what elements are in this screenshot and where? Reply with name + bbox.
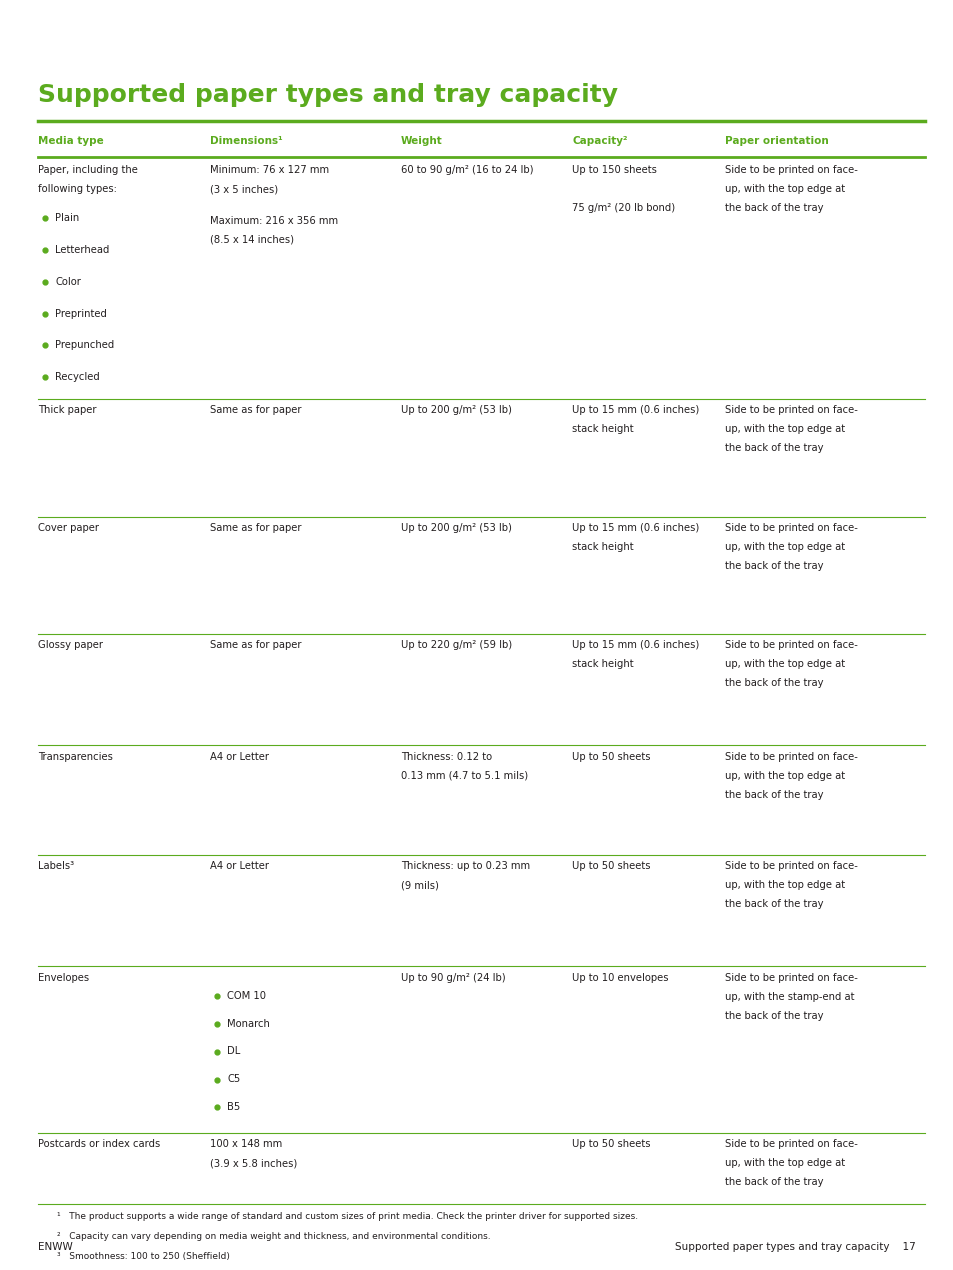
Text: Up to 220 g/m² (59 lb): Up to 220 g/m² (59 lb): [400, 640, 511, 650]
Text: Up to 15 mm (0.6 inches): Up to 15 mm (0.6 inches): [572, 523, 699, 533]
Text: Up to 200 g/m² (53 lb): Up to 200 g/m² (53 lb): [400, 523, 511, 533]
Text: Dimensions¹: Dimensions¹: [210, 136, 282, 146]
Text: up, with the top edge at: up, with the top edge at: [724, 184, 844, 194]
Text: Up to 15 mm (0.6 inches): Up to 15 mm (0.6 inches): [572, 405, 699, 415]
Text: (3 x 5 inches): (3 x 5 inches): [210, 184, 277, 194]
Text: the back of the tray: the back of the tray: [724, 1011, 822, 1021]
Text: Labels³: Labels³: [38, 861, 74, 871]
Text: C5: C5: [227, 1074, 240, 1085]
Text: Side to be printed on face-: Side to be printed on face-: [724, 752, 857, 762]
Text: A4 or Letter: A4 or Letter: [210, 752, 269, 762]
Text: ¹   The product supports a wide range of standard and custom sizes of print medi: ¹ The product supports a wide range of s…: [57, 1212, 638, 1220]
Text: Up to 90 g/m² (24 lb): Up to 90 g/m² (24 lb): [400, 973, 505, 983]
Text: stack height: stack height: [572, 424, 634, 434]
Text: following types:: following types:: [38, 184, 117, 194]
Text: Thick paper: Thick paper: [38, 405, 96, 415]
Text: Side to be printed on face-: Side to be printed on face-: [724, 973, 857, 983]
Text: stack height: stack height: [572, 659, 634, 669]
Text: Prepunched: Prepunched: [55, 340, 114, 351]
Text: Up to 10 envelopes: Up to 10 envelopes: [572, 973, 668, 983]
Text: Envelopes: Envelopes: [38, 973, 90, 983]
Text: COM 10: COM 10: [227, 991, 266, 1001]
Text: Letterhead: Letterhead: [55, 245, 110, 255]
Text: the back of the tray: the back of the tray: [724, 203, 822, 213]
Text: Side to be printed on face-: Side to be printed on face-: [724, 405, 857, 415]
Text: up, with the top edge at: up, with the top edge at: [724, 771, 844, 781]
Text: the back of the tray: the back of the tray: [724, 1177, 822, 1187]
Text: Minimum: 76 x 127 mm: Minimum: 76 x 127 mm: [210, 165, 329, 175]
Text: B5: B5: [227, 1102, 240, 1113]
Text: Up to 50 sheets: Up to 50 sheets: [572, 861, 650, 871]
Text: 60 to 90 g/m² (16 to 24 lb): 60 to 90 g/m² (16 to 24 lb): [400, 165, 533, 175]
Text: the back of the tray: the back of the tray: [724, 678, 822, 688]
Text: Supported paper types and tray capacity    17: Supported paper types and tray capacity …: [675, 1242, 915, 1252]
Text: up, with the top edge at: up, with the top edge at: [724, 659, 844, 669]
Text: up, with the top edge at: up, with the top edge at: [724, 542, 844, 552]
Text: 75 g/m² (20 lb bond): 75 g/m² (20 lb bond): [572, 203, 675, 213]
Text: ENWW: ENWW: [38, 1242, 72, 1252]
Text: Maximum: 216 x 356 mm: Maximum: 216 x 356 mm: [210, 216, 337, 226]
Text: Thickness: up to 0.23 mm: Thickness: up to 0.23 mm: [400, 861, 529, 871]
Text: Up to 200 g/m² (53 lb): Up to 200 g/m² (53 lb): [400, 405, 511, 415]
Text: Side to be printed on face-: Side to be printed on face-: [724, 1139, 857, 1149]
Text: Cover paper: Cover paper: [38, 523, 99, 533]
Text: Side to be printed on face-: Side to be printed on face-: [724, 640, 857, 650]
Text: ²   Capacity can vary depending on media weight and thickness, and environmental: ² Capacity can vary depending on media w…: [57, 1232, 491, 1241]
Text: Supported paper types and tray capacity: Supported paper types and tray capacity: [38, 83, 618, 107]
Text: Media type: Media type: [38, 136, 104, 146]
Text: Monarch: Monarch: [227, 1019, 270, 1029]
Text: Same as for paper: Same as for paper: [210, 640, 301, 650]
Text: Side to be printed on face-: Side to be printed on face-: [724, 165, 857, 175]
Text: Up to 15 mm (0.6 inches): Up to 15 mm (0.6 inches): [572, 640, 699, 650]
Text: Same as for paper: Same as for paper: [210, 405, 301, 415]
Text: (3.9 x 5.8 inches): (3.9 x 5.8 inches): [210, 1158, 296, 1168]
Text: Glossy paper: Glossy paper: [38, 640, 103, 650]
Text: the back of the tray: the back of the tray: [724, 443, 822, 453]
Text: Capacity²: Capacity²: [572, 136, 627, 146]
Text: Side to be printed on face-: Side to be printed on face-: [724, 861, 857, 871]
Text: Side to be printed on face-: Side to be printed on face-: [724, 523, 857, 533]
Text: Recycled: Recycled: [55, 372, 100, 382]
Text: Up to 50 sheets: Up to 50 sheets: [572, 1139, 650, 1149]
Text: Up to 150 sheets: Up to 150 sheets: [572, 165, 657, 175]
Text: the back of the tray: the back of the tray: [724, 561, 822, 572]
Text: the back of the tray: the back of the tray: [724, 899, 822, 909]
Text: Paper orientation: Paper orientation: [724, 136, 828, 146]
Text: up, with the top edge at: up, with the top edge at: [724, 424, 844, 434]
Text: (9 mils): (9 mils): [400, 880, 438, 890]
Text: 100 x 148 mm: 100 x 148 mm: [210, 1139, 282, 1149]
Text: stack height: stack height: [572, 542, 634, 552]
Text: Thickness: 0.12 to: Thickness: 0.12 to: [400, 752, 492, 762]
Text: Plain: Plain: [55, 213, 79, 224]
Text: up, with the top edge at: up, with the top edge at: [724, 880, 844, 890]
Text: Up to 50 sheets: Up to 50 sheets: [572, 752, 650, 762]
Text: A4 or Letter: A4 or Letter: [210, 861, 269, 871]
Text: Color: Color: [55, 277, 81, 287]
Text: Transparencies: Transparencies: [38, 752, 112, 762]
Text: ³   Smoothness: 100 to 250 (Sheffield): ³ Smoothness: 100 to 250 (Sheffield): [57, 1252, 230, 1261]
Text: DL: DL: [227, 1046, 240, 1057]
Text: Preprinted: Preprinted: [55, 309, 107, 319]
Text: up, with the stamp-end at: up, with the stamp-end at: [724, 992, 854, 1002]
Text: Same as for paper: Same as for paper: [210, 523, 301, 533]
Text: 0.13 mm (4.7 to 5.1 mils): 0.13 mm (4.7 to 5.1 mils): [400, 771, 527, 781]
Text: (8.5 x 14 inches): (8.5 x 14 inches): [210, 235, 294, 245]
Text: Paper, including the: Paper, including the: [38, 165, 138, 175]
Text: Postcards or index cards: Postcards or index cards: [38, 1139, 160, 1149]
Text: Weight: Weight: [400, 136, 442, 146]
Text: the back of the tray: the back of the tray: [724, 790, 822, 800]
Text: up, with the top edge at: up, with the top edge at: [724, 1158, 844, 1168]
